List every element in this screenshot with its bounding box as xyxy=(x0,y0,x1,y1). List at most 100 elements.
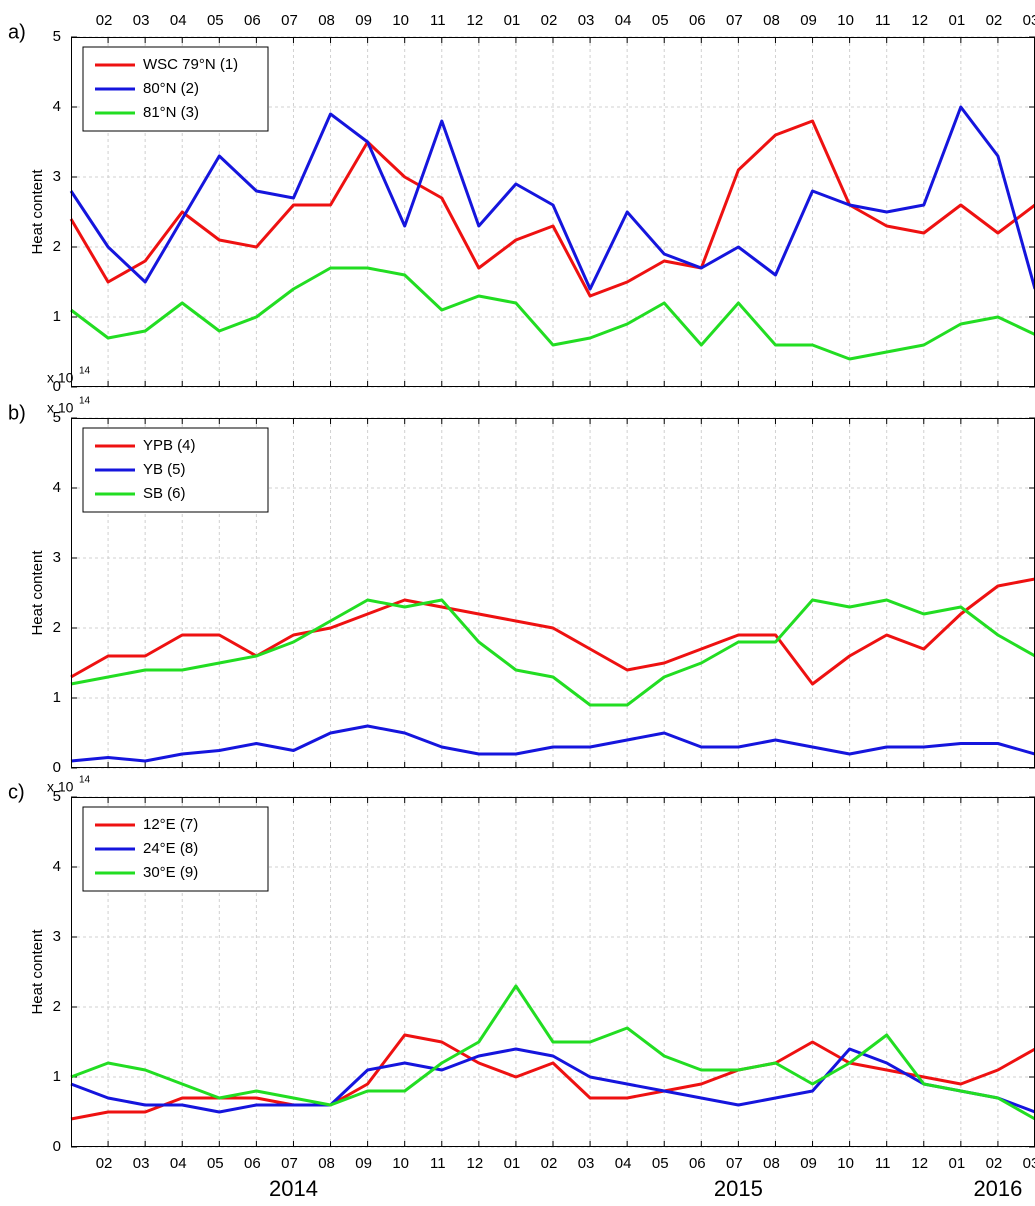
x-tick-label: 01 xyxy=(504,12,521,29)
y-axis-label: Heat content xyxy=(29,550,46,636)
x-tick-label: 10 xyxy=(392,1155,409,1172)
series-line xyxy=(70,577,1035,686)
x-tick-label: 08 xyxy=(763,12,780,29)
x-tick-label: 11 xyxy=(875,1155,891,1172)
y-tick-label: 1 xyxy=(53,308,61,325)
x-tick-label: 02 xyxy=(541,12,558,29)
x-tick-label: 04 xyxy=(170,1155,187,1172)
y-tick-label: 2 xyxy=(53,238,61,255)
x-tick-label: 02 xyxy=(541,1155,558,1172)
y-tick-label: 3 xyxy=(53,168,61,185)
x-tick-label: 08 xyxy=(318,12,335,29)
x-tick-label: 12 xyxy=(911,12,928,29)
x-tick-label: 03 xyxy=(1023,12,1035,29)
x-tick-label: 05 xyxy=(207,1155,224,1172)
panel: 02 03 04 05 06 07 08 09 10 11 12 01 02 03 04 05 06 07 08 09… xyxy=(8,775,1035,1201)
exponent-power: 14 xyxy=(79,396,91,407)
x-tick-label: 01 xyxy=(504,1155,521,1172)
y-tick-label: 2 xyxy=(53,998,61,1015)
legend-label: YB (5) xyxy=(143,461,186,478)
x-tick-label: 02 xyxy=(986,12,1003,29)
panel-label: b) xyxy=(8,402,26,424)
y-tick-label: 1 xyxy=(53,1068,61,1085)
exponent-power: 14 xyxy=(79,775,91,786)
x-tick-label: 07 xyxy=(281,1155,298,1172)
x-tick-label: 02 xyxy=(96,12,113,29)
legend-label: 80°N (2) xyxy=(143,80,199,97)
legend-label: 81°N (3) xyxy=(143,104,199,121)
year-label: 2014 xyxy=(269,1176,318,1201)
y-tick-label: 3 xyxy=(53,928,61,945)
x-tick-label: 07 xyxy=(726,12,743,29)
x-tick-label: 05 xyxy=(652,12,669,29)
panel: 02 03 04 05 06 07 08 09 10 11 12 01 02 03 04 05 06 07 08 09… xyxy=(8,12,1035,395)
x-tick-label: 03 xyxy=(1023,1155,1035,1172)
x-tick-label: 06 xyxy=(689,12,706,29)
x-tick-label: 06 xyxy=(689,1155,706,1172)
y-tick-label: 4 xyxy=(53,98,61,115)
legend-label: 24°E (8) xyxy=(143,840,198,857)
x-tick-label: 02 xyxy=(96,1155,113,1172)
y-tick-label: 0 xyxy=(53,378,61,395)
x-tick-label: 01 xyxy=(949,12,966,29)
series-line xyxy=(70,1033,1035,1121)
y-tick-label: 1 xyxy=(53,689,61,706)
x-tick-label: 12 xyxy=(467,12,484,29)
x-tick-label: 06 xyxy=(244,12,261,29)
y-tick-label: 0 xyxy=(53,759,61,776)
x-tick-label: 01 xyxy=(949,1155,966,1172)
y-tick-label: 4 xyxy=(53,479,61,496)
legend-label: 30°E (9) xyxy=(143,864,198,881)
x-tick-label: 10 xyxy=(837,1155,854,1172)
series-line xyxy=(69,105,1035,291)
y-tick-label: 5 xyxy=(53,788,61,805)
x-tick-label: 07 xyxy=(281,12,298,29)
x-tick-label: 03 xyxy=(578,12,595,29)
x-tick-label: 02 xyxy=(986,1155,1003,1172)
x-tick-label: 04 xyxy=(615,1155,632,1172)
series-line xyxy=(70,984,1035,1121)
x-tick-label: 12 xyxy=(467,1155,484,1172)
panel-label: a) xyxy=(8,21,26,43)
y-tick-label: 4 xyxy=(53,858,61,875)
x-tick-label: 06 xyxy=(244,1155,261,1172)
year-label: 2015 xyxy=(714,1176,763,1201)
exponent-power: 14 xyxy=(79,366,91,377)
x-tick-label: 04 xyxy=(170,12,187,29)
x-tick-label: 10 xyxy=(837,12,854,29)
y-tick-label: 3 xyxy=(53,549,61,566)
x-tick-label: 03 xyxy=(578,1155,595,1172)
year-label: 2016 xyxy=(973,1176,1022,1201)
y-tick-label: 2 xyxy=(53,619,61,636)
x-tick-label: 05 xyxy=(207,12,224,29)
exponent-label: x 10 xyxy=(47,370,74,386)
x-tick-label: 10 xyxy=(392,12,409,29)
y-axis-label: Heat content xyxy=(29,929,46,1015)
exponent-label: x 10 xyxy=(47,400,74,416)
series-line xyxy=(70,266,1035,361)
x-tick-label: 09 xyxy=(355,12,372,29)
x-tick-label: 03 xyxy=(133,12,150,29)
x-tick-label: 11 xyxy=(430,12,446,29)
series-line xyxy=(70,598,1035,707)
x-tick-label: 03 xyxy=(133,1155,150,1172)
legend-label: YPB (4) xyxy=(143,437,196,454)
legend-label: WSC 79°N (1) xyxy=(143,56,238,73)
x-tick-label: 11 xyxy=(430,1155,446,1172)
panel-label: c) xyxy=(8,781,25,803)
x-tick-label: 11 xyxy=(875,12,891,29)
x-tick-label: 08 xyxy=(318,1155,335,1172)
y-tick-label: 5 xyxy=(53,409,61,426)
x-tick-label: 05 xyxy=(652,1155,669,1172)
series-line xyxy=(70,1047,1035,1114)
y-tick-label: 0 xyxy=(53,1138,61,1155)
x-tick-label: 09 xyxy=(800,1155,817,1172)
exponent-label: x 10 xyxy=(47,779,74,795)
y-axis-label: Heat content xyxy=(29,169,46,255)
x-tick-label: 12 xyxy=(911,1155,928,1172)
legend-label: 12°E (7) xyxy=(143,816,198,833)
series-line xyxy=(69,119,1035,298)
legend-label: SB (6) xyxy=(143,485,186,502)
x-tick-label: 04 xyxy=(615,12,632,29)
